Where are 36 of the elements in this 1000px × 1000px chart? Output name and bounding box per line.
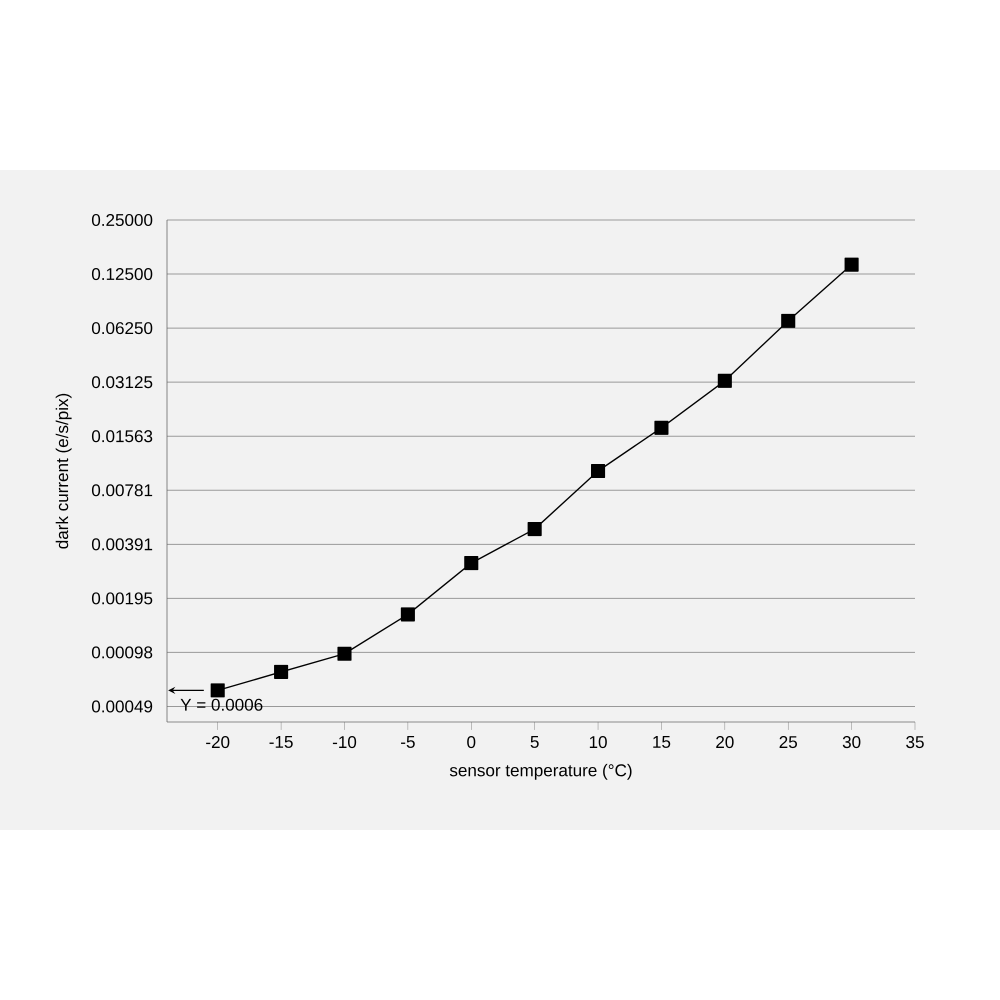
y-tick-label: 0.00781: [92, 484, 152, 496]
x-tick-label: 15: [653, 736, 670, 748]
x-tick-label: 30: [842, 736, 860, 748]
point: [337, 646, 352, 661]
y-tick-label: 0.25000: [92, 214, 152, 226]
y-tick-label: 0.12500: [92, 268, 152, 280]
annotation: Y = 0.0006: [180, 698, 262, 711]
point: [591, 464, 606, 478]
x-tick-label: -15: [270, 736, 293, 748]
x-tick-label: 20: [716, 736, 734, 748]
x-tick-label: 5: [530, 736, 539, 748]
point: [464, 556, 478, 570]
point: [274, 664, 288, 680]
point: [400, 607, 415, 622]
y-tick-label: 0.00049: [92, 700, 152, 712]
x-tick-label: 25: [780, 736, 797, 748]
point: [210, 683, 225, 698]
point: [654, 420, 668, 435]
point: [718, 374, 732, 388]
point: [844, 258, 859, 272]
x-tick-label: -20: [206, 736, 230, 748]
x-tick-label: -10: [332, 736, 356, 748]
y-tick-label: 0.06250: [92, 322, 152, 334]
y-axis-title: dark current (e/s/pix): [56, 394, 72, 549]
y-tick-label: 0.01563: [92, 430, 152, 442]
x-tick-label: 0: [467, 736, 476, 748]
y-tick-label: 0.00098: [92, 646, 152, 658]
point: [781, 314, 796, 328]
y-tick-label: 0.03125: [92, 376, 152, 388]
y-tick-label: 0.00195: [92, 592, 152, 604]
x-axis-title: sensor temperature (°C): [450, 764, 632, 780]
point: [528, 522, 542, 536]
x-tick-label: 10: [590, 736, 607, 748]
y-tick-label: 0.00391: [92, 538, 152, 550]
x-tick-label: -5: [401, 736, 415, 748]
x-tick-label: 35: [906, 736, 924, 748]
